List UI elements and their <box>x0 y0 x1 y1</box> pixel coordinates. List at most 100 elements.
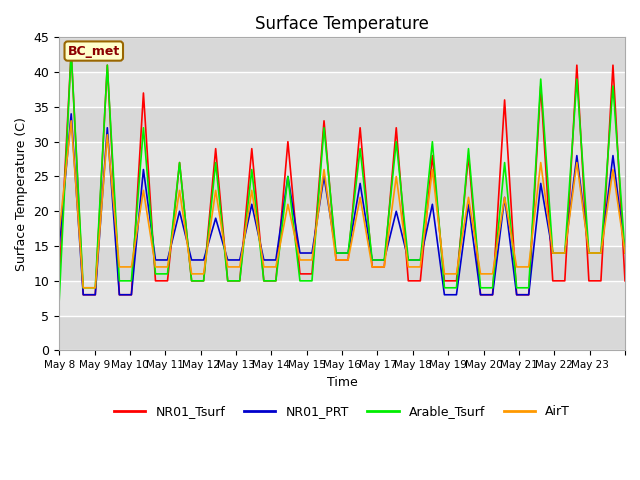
NR01_PRT <box>621 250 629 256</box>
Arable_Tsurf <box>320 125 328 131</box>
NR01_Tsurf <box>127 292 135 298</box>
AirT <box>392 174 400 180</box>
AirT <box>513 264 520 270</box>
NR01_Tsurf <box>573 62 580 68</box>
AirT <box>152 264 159 270</box>
NR01_Tsurf <box>549 278 557 284</box>
Arable_Tsurf <box>404 257 412 263</box>
NR01_PRT <box>224 257 232 263</box>
AirT <box>104 132 111 138</box>
NR01_PRT <box>284 174 292 180</box>
Bar <box>59 37 625 72</box>
Arable_Tsurf <box>67 48 75 54</box>
AirT <box>248 188 255 193</box>
NR01_PRT <box>320 174 328 180</box>
AirT <box>500 194 508 200</box>
Arable_Tsurf <box>417 257 424 263</box>
AirT <box>537 160 545 166</box>
Arable_Tsurf <box>236 278 244 284</box>
Arable_Tsurf <box>465 146 472 152</box>
AirT <box>176 188 184 193</box>
AirT <box>272 264 280 270</box>
NR01_Tsurf <box>296 271 304 277</box>
Arable_Tsurf <box>248 167 255 172</box>
Arable_Tsurf <box>200 278 207 284</box>
Text: BC_met: BC_met <box>68 45 120 58</box>
AirT <box>573 160 580 166</box>
Arable_Tsurf <box>152 271 159 277</box>
NR01_Tsurf <box>369 264 376 270</box>
AirT <box>609 167 617 172</box>
NR01_Tsurf <box>417 278 424 284</box>
AirT <box>417 264 424 270</box>
NR01_Tsurf <box>380 264 388 270</box>
AirT <box>621 250 629 256</box>
AirT <box>404 264 412 270</box>
NR01_PRT <box>152 257 159 263</box>
Arable_Tsurf <box>127 278 135 284</box>
AirT <box>200 271 207 277</box>
NR01_Tsurf <box>525 292 532 298</box>
NR01_Tsurf <box>356 125 364 131</box>
NR01_Tsurf <box>260 278 268 284</box>
NR01_PRT <box>597 250 605 256</box>
Bar <box>59 107 625 142</box>
NR01_Tsurf <box>115 292 123 298</box>
Line: Arable_Tsurf: Arable_Tsurf <box>59 51 625 302</box>
NR01_PRT <box>404 257 412 263</box>
NR01_Tsurf <box>308 271 316 277</box>
NR01_PRT <box>55 243 63 249</box>
NR01_PRT <box>369 257 376 263</box>
NR01_PRT <box>308 250 316 256</box>
AirT <box>92 285 99 291</box>
NR01_Tsurf <box>272 278 280 284</box>
NR01_Tsurf <box>212 146 220 152</box>
Arable_Tsurf <box>369 257 376 263</box>
NR01_Tsurf <box>152 278 159 284</box>
AirT <box>212 188 220 193</box>
Bar <box>59 177 625 211</box>
AirT <box>308 257 316 263</box>
NR01_Tsurf <box>284 139 292 144</box>
NR01_PRT <box>513 292 520 298</box>
Arable_Tsurf <box>609 83 617 89</box>
Y-axis label: Surface Temperature (C): Surface Temperature (C) <box>15 117 28 271</box>
NR01_Tsurf <box>55 278 63 284</box>
AirT <box>525 264 532 270</box>
NR01_PRT <box>188 257 195 263</box>
Arable_Tsurf <box>380 257 388 263</box>
NR01_PRT <box>585 250 593 256</box>
Bar <box>59 316 625 350</box>
AirT <box>224 264 232 270</box>
NR01_Tsurf <box>92 292 99 298</box>
NR01_PRT <box>200 257 207 263</box>
Arable_Tsurf <box>597 250 605 256</box>
AirT <box>585 250 593 256</box>
NR01_PRT <box>67 111 75 117</box>
Legend: NR01_Tsurf, NR01_PRT, Arable_Tsurf, AirT: NR01_Tsurf, NR01_PRT, Arable_Tsurf, AirT <box>109 400 575 423</box>
NR01_PRT <box>79 292 87 298</box>
NR01_Tsurf <box>188 278 195 284</box>
NR01_Tsurf <box>429 153 436 158</box>
Arable_Tsurf <box>55 299 63 305</box>
Arable_Tsurf <box>585 250 593 256</box>
Arable_Tsurf <box>92 285 99 291</box>
NR01_PRT <box>549 250 557 256</box>
Arable_Tsurf <box>164 271 172 277</box>
Arable_Tsurf <box>224 278 232 284</box>
NR01_PRT <box>104 125 111 131</box>
NR01_PRT <box>296 250 304 256</box>
Arable_Tsurf <box>212 160 220 166</box>
NR01_Tsurf <box>200 278 207 284</box>
NR01_Tsurf <box>248 146 255 152</box>
AirT <box>477 271 484 277</box>
Arable_Tsurf <box>392 139 400 144</box>
AirT <box>440 271 448 277</box>
NR01_PRT <box>561 250 569 256</box>
Arable_Tsurf <box>332 250 340 256</box>
NR01_Tsurf <box>176 160 184 166</box>
NR01_PRT <box>248 202 255 207</box>
NR01_PRT <box>176 208 184 214</box>
NR01_PRT <box>609 153 617 158</box>
AirT <box>140 188 147 193</box>
